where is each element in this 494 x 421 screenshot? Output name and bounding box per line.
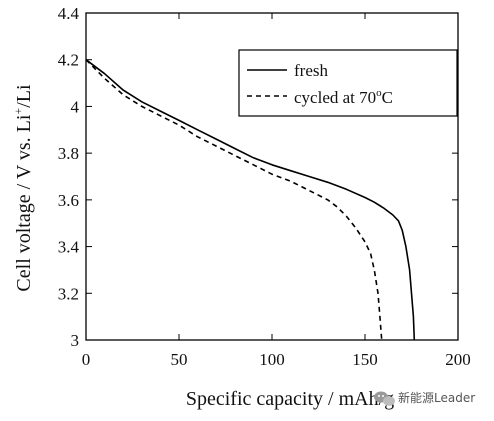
plot-frame: [85, 12, 459, 341]
x-tick-label: 50: [171, 350, 188, 369]
y-tick-labels: 3 3.2 3.4 3.6 3.8 4 4.2 4.4: [58, 4, 80, 350]
y-tick-label: 3.8: [58, 144, 79, 163]
y-tick-label: 3.4: [58, 238, 80, 257]
legend-label-cycled-tail: C: [382, 88, 393, 107]
watermark: 新能源Leader: [374, 390, 475, 406]
y-tick-label: 3: [71, 331, 80, 350]
y-tick-label: 3.2: [58, 284, 79, 303]
legend-label-fresh: fresh: [294, 61, 328, 80]
x-tick-label: 150: [352, 350, 378, 369]
y-axis-title-sup: +: [11, 108, 25, 115]
watermark-text: 新能源Leader: [398, 390, 475, 405]
series-lines: [85, 59, 416, 341]
legend-label-cycled-sup: o: [376, 87, 382, 99]
legend-box: [238, 49, 458, 117]
y-tick-label: 4: [71, 97, 80, 116]
series-line-fresh: [85, 59, 416, 341]
legend-label-cycled-main: cycled at 70: [294, 88, 376, 107]
y-axis-title-tail: /Li: [13, 84, 35, 108]
legend-label-cycled: cycled at 70oC: [294, 87, 393, 107]
wechat-bubble-icon: [374, 391, 395, 406]
y-tick-label: 3.6: [58, 191, 79, 210]
legend: fresh cycled at 70oC: [238, 49, 458, 117]
x-tick-label: 100: [259, 350, 285, 369]
y-axis-title-main: Cell voltage / V vs. Li: [13, 114, 35, 291]
x-tick-label: 0: [82, 350, 91, 369]
x-tick-labels: 0 50 100 150 200: [82, 350, 471, 369]
x-axis-title: Specific capacity / mAh/g: [186, 388, 394, 410]
y-axis-title: Cell voltage / V vs. Li+/Li: [11, 84, 35, 292]
y-tick-label: 4.4: [58, 4, 80, 23]
y-tick-label: 4.2: [58, 51, 79, 70]
x-tick-label: 200: [445, 350, 471, 369]
